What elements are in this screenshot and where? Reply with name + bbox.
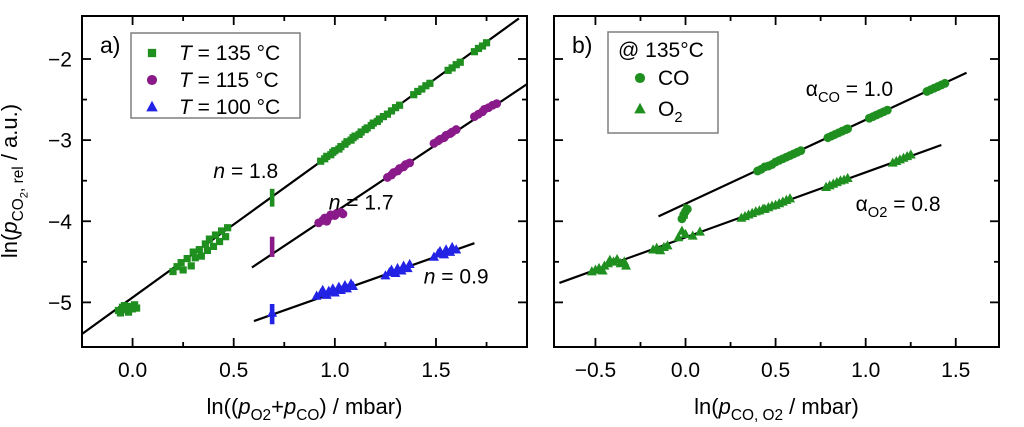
y-tick-label: −3 <box>48 130 72 153</box>
series-t-115-c <box>269 99 502 257</box>
legend-box <box>130 32 301 119</box>
slope-annotation: αO2 = 0.8 <box>856 193 941 221</box>
slope-annotation: n = 0.9 <box>424 265 489 288</box>
x-tick-label: 0.0 <box>671 359 700 382</box>
panel-b: −0.5 0.0 0.5 1.0 1.5 ln(pCO, O2 / mbar) αCO = … <box>553 15 1000 424</box>
legend-item-label: T = 100 °C <box>179 96 280 119</box>
series-co <box>677 78 950 224</box>
x-tick-label: 1.5 <box>941 359 970 382</box>
tick-labels: −0.5 0.0 0.5 1.0 1.5 <box>575 359 971 382</box>
legend-box <box>607 31 719 134</box>
x-tick-label: −0.5 <box>575 359 616 382</box>
panel-label: b) <box>572 32 592 58</box>
axis-ticks <box>554 16 999 347</box>
series-t-135-c <box>114 39 491 317</box>
x-tick-label: 1.0 <box>320 359 349 382</box>
x-tick-label: 1.5 <box>421 359 450 382</box>
slope-annotation: n = 1.7 <box>329 192 394 215</box>
x-tick-label: 0.0 <box>118 359 147 382</box>
series-o2 <box>586 149 916 276</box>
panel-label: a) <box>100 32 120 58</box>
x-axis-label: ln((pO2+pCO) / mbar) <box>207 394 403 424</box>
axis-ticks <box>82 16 527 347</box>
legend-item-label: CO <box>658 67 690 90</box>
legend-item-label: T = 115 °C <box>179 69 279 92</box>
x-tick-label: 1.0 <box>851 359 880 382</box>
x-tick-label: 0.5 <box>219 359 248 382</box>
y-tick-label: −4 <box>48 211 72 234</box>
x-tick-label: 0.5 <box>761 359 790 382</box>
legend: T = 135 °C T = 115 °C T = 100 °C <box>130 32 301 119</box>
series-t-100-c <box>267 241 462 325</box>
legend-item-label: T = 135 °C <box>179 42 280 65</box>
y-tick-label: −2 <box>48 48 72 71</box>
legend-header: @ 135°C <box>618 39 704 62</box>
slope-annotation: αCO = 1.0 <box>806 78 893 106</box>
panel-a: 0.0 0.5 1.0 1.5 −2 −3 −4 −5 ln((pO2+pCO) / mbar)… <box>48 15 528 424</box>
x-axis-label: ln(pCO, O2 / mbar) <box>694 394 859 424</box>
fit-line <box>658 71 968 218</box>
legend-item-label: O2 <box>658 98 683 126</box>
y-axis-label: ln(pCO2, rel / a.u.) <box>0 104 30 258</box>
slope-annotation: n = 1.8 <box>213 160 278 183</box>
y-tick-label: −5 <box>48 292 72 315</box>
tick-labels: 0.0 0.5 1.0 1.5 −2 −3 −4 −5 <box>48 48 451 382</box>
legend: @ 135°C CO O2 <box>607 31 719 134</box>
